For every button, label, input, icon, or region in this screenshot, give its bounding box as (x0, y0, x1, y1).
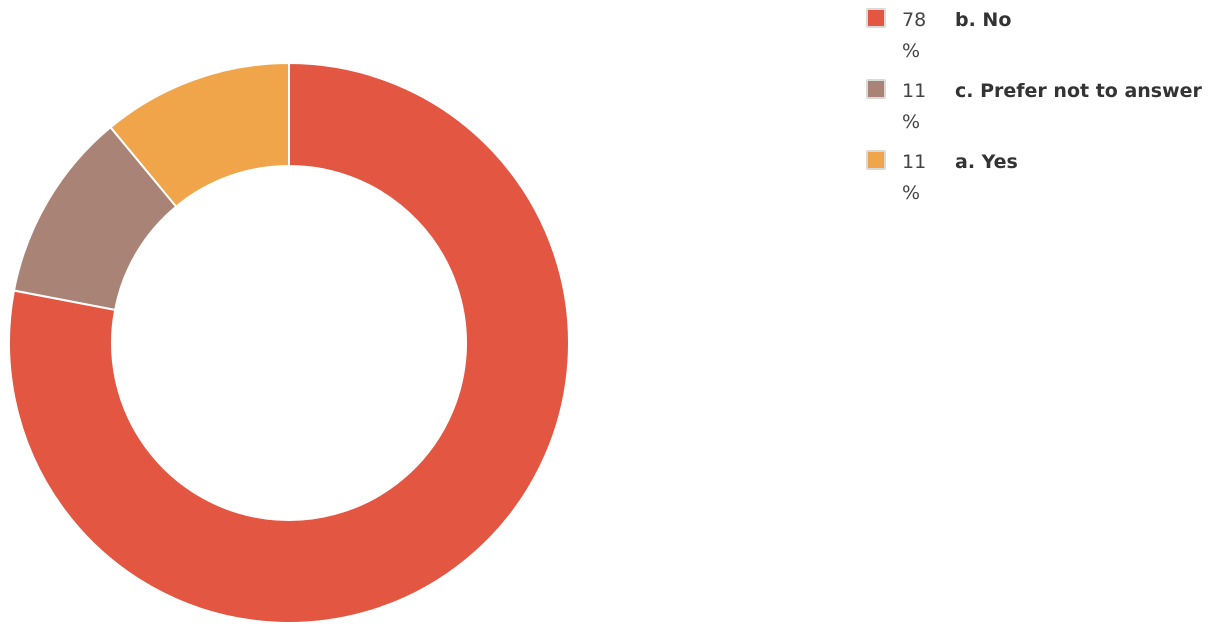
legend-percent-value-no: 78 (902, 9, 927, 31)
legend-swatch-no (866, 8, 886, 28)
donut-slice-no[interactable] (8, 61, 570, 624)
legend-percent-prefer-not: 11 % (902, 79, 932, 141)
legend-label-prefer-not: c. Prefer not to answer (955, 80, 1202, 102)
legend-swatch-yes (866, 150, 886, 170)
donut-chart (8, 61, 570, 624)
legend-item-prefer-not[interactable]: 11 % c. Prefer not to answer (862, 75, 1212, 146)
donut-slice-yes[interactable] (109, 61, 290, 209)
legend-percent-value-prefer-not: 11 (902, 80, 927, 102)
legend: 78 % b. No 11 % c. Prefer not to answer … (862, 4, 1212, 217)
legend-item-yes[interactable]: 11 % a. Yes (862, 146, 1212, 217)
legend-percent-no: 78 % (902, 8, 932, 70)
donut-slices (8, 61, 570, 624)
legend-percent-value-yes: 11 (902, 151, 927, 173)
legend-percent-sign-prefer-not: % (902, 111, 921, 133)
legend-item-no[interactable]: 78 % b. No (862, 4, 1212, 75)
legend-percent-sign-yes: % (902, 182, 921, 204)
legend-percent-sign-no: % (902, 40, 921, 62)
legend-label-no: b. No (955, 9, 1012, 31)
legend-swatch-prefer-not (866, 79, 886, 99)
legend-label-yes: a. Yes (955, 151, 1018, 173)
legend-percent-yes: 11 % (902, 150, 932, 212)
